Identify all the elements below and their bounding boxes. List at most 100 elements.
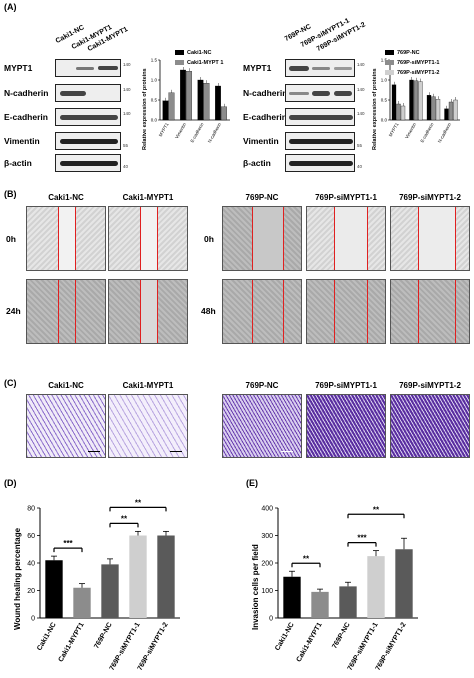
category-label: MYPT1 [158,122,170,138]
wound-image [108,279,188,344]
y-tick-label: 0.5 [151,98,158,103]
y-tick-label: 60 [27,533,35,540]
category-label: N-cadherin [437,122,453,144]
wound-image [306,279,386,344]
invasion-col-label: 769P-siMYPT1-1 [315,381,377,390]
chart-d-ylabel: Wound healing percentage [13,527,22,630]
blot-ncadherin-right [285,84,355,102]
blot-row-label: E-cadherin [243,112,287,122]
wound-image [26,206,106,271]
y-tick-label: 300 [261,533,273,540]
blot-row-label: Vimentin [243,136,279,146]
bar-left-categories: MYPT1 Vimentin E-cadherin N-cadherin [158,122,223,144]
bar [396,103,401,121]
kda-marker: 140 [123,62,131,67]
bar-left-bars [162,67,227,121]
bar-right-categories: MYPT1 Vimentin E-cadherin N-cadherin [388,122,453,144]
bar-left-ylabel: Relative expression of proteins [142,68,148,150]
blot-vimentin-right [285,132,355,150]
invasion-col-label: Caki1-NC [48,381,84,390]
bar-right-bars [391,77,458,121]
panel-label-b: (B) [4,189,17,199]
invasion-col-label: 769P-siMYPT1-2 [399,381,461,390]
blot-ecadherin-right [285,108,355,126]
category-label: 769P-siMYPT1-2 [375,621,408,671]
bar [197,79,204,121]
category-label: Vimentin [404,122,417,140]
kda-marker: 140 [123,111,131,116]
blot-ncadherin-left [55,84,121,102]
bar [162,100,169,121]
panel-label-e: (E) [246,478,258,488]
bar [129,535,147,618]
bar [157,535,175,618]
category-label: 769P-siMYPT1-2 [137,621,170,671]
bar [339,586,357,618]
kda-marker: 55 [123,143,129,148]
chart-invasion: Invasion cells per field 0 100 200 300 400 Ca… [251,505,418,672]
bar [400,105,406,121]
legend-item: 769P-NC [385,50,420,56]
wound-row-label: 24h [6,306,21,316]
y-tick-label: 20 [27,588,35,595]
wound-row-label: 0h [6,234,16,244]
invasion-col-label: Caki1-MYPT1 [122,381,174,390]
category-label: 769P-NC [93,622,113,650]
blot-row-label: N-cadherin [243,88,288,98]
y-tick-label: 0 [31,616,35,623]
invasion-image [306,394,386,458]
panel-label-a: (A) [4,2,17,12]
wound-image [390,279,470,344]
bar [426,95,432,121]
bar [221,106,227,121]
significance-label: ** [303,554,310,563]
kda-marker: 140 [357,87,365,92]
wound-image [306,206,386,271]
wound-image [390,206,470,271]
bar [283,576,301,618]
blot-vimentin-left [55,132,121,150]
panel-label-d: (D) [4,478,17,488]
wound-image [222,206,302,271]
category-label: Caki1-NC [36,622,58,652]
wound-image [26,279,106,344]
kda-marker: 55 [357,143,363,148]
bar [45,560,63,618]
blot-row-label: MYPT1 [243,63,272,73]
category-label: 769P-NC [331,622,351,650]
legend-item: Caki1-NC [175,50,211,56]
bar [448,101,454,121]
y-tick-label: 1.5 [151,58,158,63]
invasion-image [390,394,470,458]
wound-col-label: Caki1-NC [48,193,84,202]
significance-label: *** [63,539,73,548]
significance-label: ** [135,498,142,507]
significance-label: ** [373,505,380,514]
wound-image [222,279,302,344]
legend-item: 769P-siMYPT1-2 [385,70,440,76]
y-tick-label: 0 [269,616,273,623]
bar [395,549,413,618]
wound-col-label: 769P-siMYPT1-1 [315,193,377,202]
bar-chart-right: Relative expression of proteins 0.0 0.5 1.… [372,58,460,150]
bar-chart-left: Relative expression of proteins 0.0 0.5 1.… [142,58,230,150]
bar [444,108,449,121]
blot-row-label: N-cadherin [4,88,49,98]
legend-item: Caki1-MYPT 1 [175,60,223,66]
bar [186,71,192,121]
panel-label-c: (C) [4,378,17,388]
bar [453,99,458,121]
bar [391,84,397,121]
kda-marker: 140 [123,87,131,92]
legend-item: 769P-siMYPT1-1 [385,60,440,66]
y-tick-label: 0.0 [151,118,158,123]
wound-col-label: 769P-siMYPT1-2 [399,193,461,202]
bar [101,564,119,618]
invasion-col-label: 769P-NC [245,381,279,390]
bar [311,591,329,618]
wound-row-label: 48h [201,306,216,316]
bar [168,92,175,121]
category-label: E-cadherin [189,122,204,144]
